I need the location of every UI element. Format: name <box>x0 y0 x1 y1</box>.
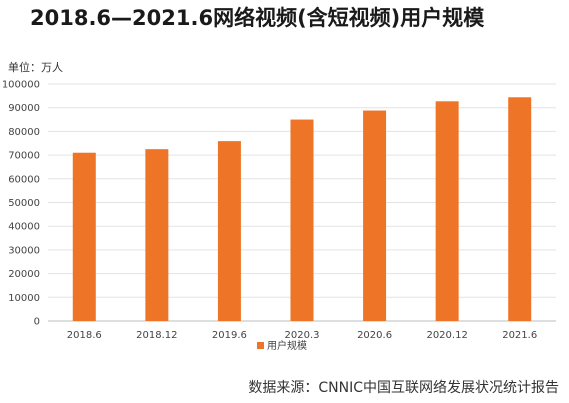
y-tick-label: 90000 <box>8 103 40 114</box>
y-tick-label: 0 <box>34 317 40 328</box>
y-axis-ticks: 0 10000 20000 30000 40000 50000 60000 70000 8000… <box>2 80 40 328</box>
legend-label: 用户规模 <box>267 339 307 352</box>
bar-2018.12 <box>145 149 169 321</box>
x-tick-label: 2021.6 <box>502 330 537 341</box>
y-tick-label: 100000 <box>2 80 40 91</box>
bars <box>72 97 532 322</box>
x-tick-label: 2018.12 <box>136 330 177 341</box>
y-tick-label: 50000 <box>8 198 40 209</box>
y-tick-label: 40000 <box>8 222 40 233</box>
bar-2018.6 <box>72 152 96 321</box>
y-tick-label: 30000 <box>8 245 40 256</box>
x-tick-label: 2019.6 <box>212 330 247 341</box>
x-axis-ticks: 2018.6 2018.12 2019.6 2020.3 2020.6 2020.12 20… <box>67 330 537 341</box>
unit-label: 单位：万人 <box>8 61 63 74</box>
x-tick-label: 2020.3 <box>285 330 320 341</box>
bar-2020.3 <box>290 119 314 321</box>
x-tick-label: 2020.12 <box>426 330 467 341</box>
bar-2020.6 <box>363 110 387 321</box>
legend-swatch <box>257 342 264 349</box>
y-tick-label: 70000 <box>8 151 40 162</box>
legend: 用户规模 <box>257 339 307 352</box>
source-note: 数据来源：CNNIC中国互联网络发展状况统计报告 <box>248 380 559 396</box>
y-tick-label: 60000 <box>8 174 40 185</box>
bar-2021.6 <box>508 97 532 321</box>
y-tick-label: 80000 <box>8 127 40 138</box>
x-tick-label: 2018.6 <box>67 330 102 341</box>
y-tick-label: 10000 <box>8 293 40 304</box>
x-tick-label: 2020.6 <box>357 330 392 341</box>
chart-title: 2018.6—2021.6网络视频(含短视频)用户规模 <box>30 6 485 30</box>
bar-2019.6 <box>217 141 241 321</box>
bar-2020.12 <box>435 101 459 322</box>
y-tick-label: 20000 <box>8 269 40 280</box>
